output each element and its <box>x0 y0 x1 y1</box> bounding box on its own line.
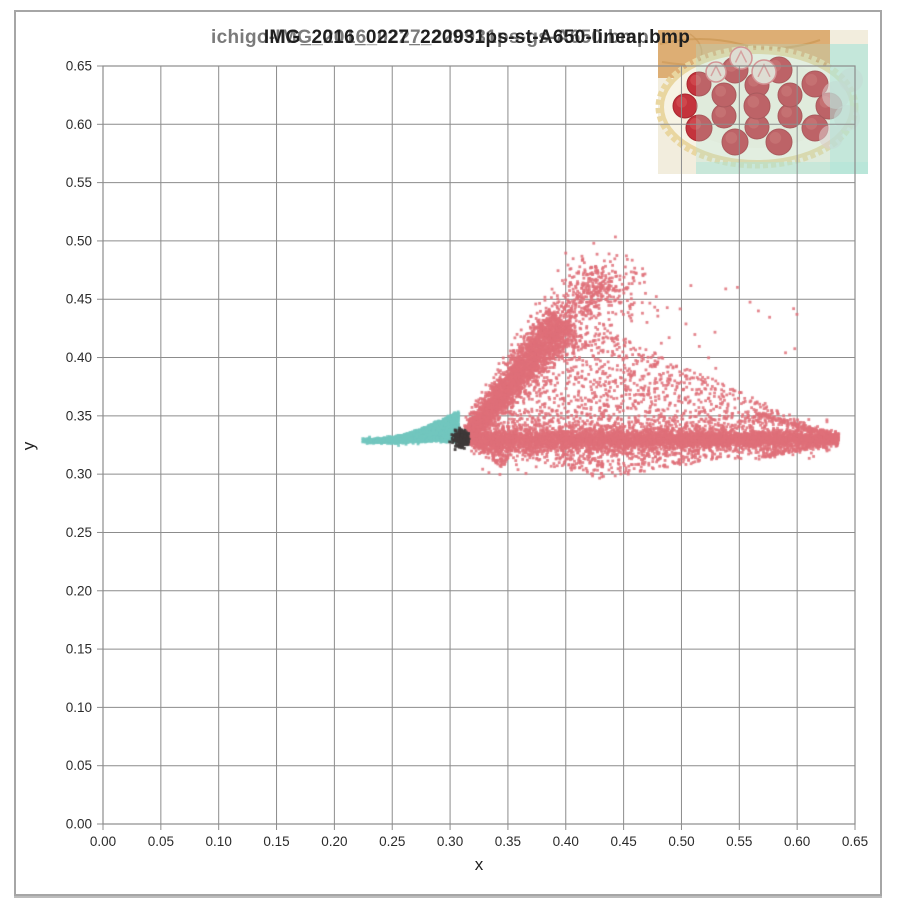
chart-title-gray: ichigo-IMG_2016_0227_220931ps-gs-A650.bm… <box>211 27 649 48</box>
x-tick-label: 0.35 <box>495 834 521 849</box>
y-tick-label: 0.40 <box>66 350 92 365</box>
y-tick-label: 0.35 <box>66 408 92 423</box>
y-tick-label: 0.15 <box>66 642 92 657</box>
x-tick-label: 0.05 <box>148 834 174 849</box>
axis-ticks-and-labels: 0.00 0.00 0.05 0.05 0.10 0.10 0.15 0.15 0.20 0.20… <box>66 59 868 850</box>
x-axis-label: x <box>474 855 484 874</box>
x-tick-label: 0.60 <box>784 834 810 849</box>
y-tick-label: 0.45 <box>66 292 92 307</box>
y-tick-label: 0.65 <box>66 59 92 74</box>
y-tick-label: 0.25 <box>66 525 92 540</box>
x-tick-label: 0.00 <box>90 834 116 849</box>
x-tick-label: 0.40 <box>553 834 579 849</box>
x-tick-label: 0.30 <box>437 834 463 849</box>
x-tick-label: 0.55 <box>726 834 752 849</box>
x-tick-label: 0.15 <box>263 834 289 849</box>
y-tick-label: 0.20 <box>66 583 92 598</box>
x-tick-label: 0.20 <box>321 834 347 849</box>
x-tick-label: 0.10 <box>206 834 232 849</box>
x-tick-label: 0.50 <box>668 834 694 849</box>
y-tick-label: 0.55 <box>66 175 92 190</box>
x-tick-label: 0.65 <box>842 834 868 849</box>
y-axis-label: y <box>19 441 38 451</box>
x-tick-label: 0.45 <box>610 834 636 849</box>
y-tick-label: 0.10 <box>66 700 92 715</box>
y-tick-label: 0.50 <box>66 233 92 248</box>
y-tick-label: 0.00 <box>66 817 92 832</box>
y-tick-label: 0.60 <box>66 117 92 132</box>
x-tick-label: 0.25 <box>379 834 405 849</box>
y-tick-label: 0.30 <box>66 467 92 482</box>
chart-title-black: IMG_2016_0227_220931ps-st-A650-linear.bm… <box>263 27 691 48</box>
y-tick-label: 0.05 <box>66 758 92 773</box>
scatter-points-canvas <box>103 66 855 824</box>
